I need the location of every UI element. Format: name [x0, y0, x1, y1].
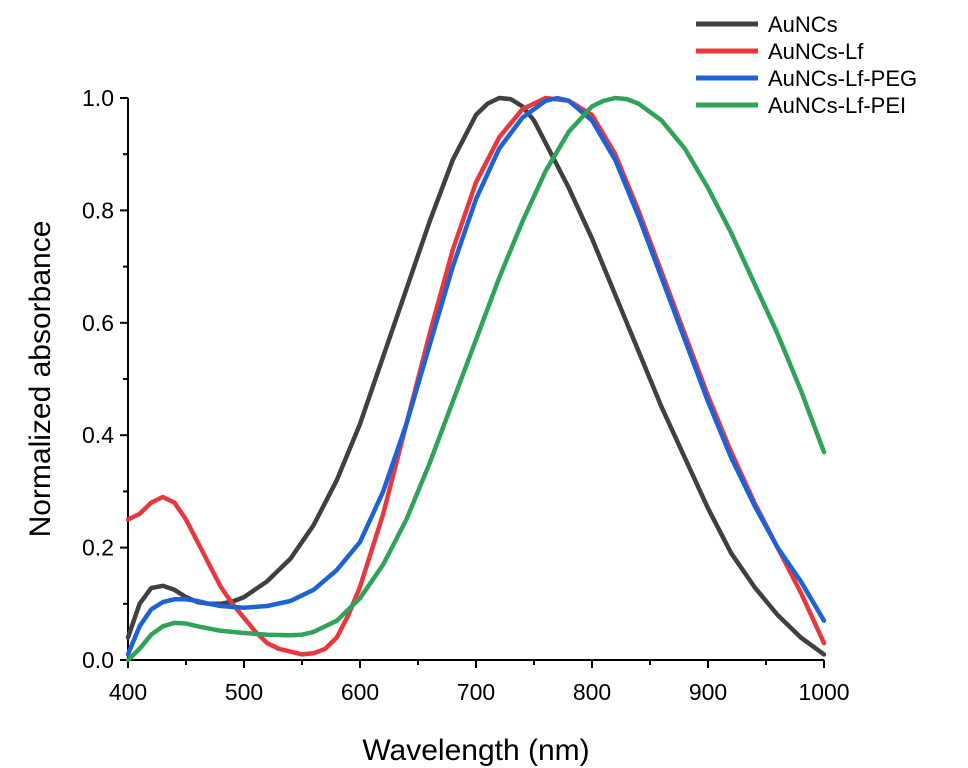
series-line-auncs-lf-peg — [125, 95, 827, 657]
y-axis: 0.0 0.2 0.4 0.6 0.8 1.0 — [82, 85, 128, 673]
legend-label: AuNCs-Lf — [768, 39, 864, 64]
y-axis-title: Normalized absorbance — [24, 221, 57, 538]
y-tick-label: 0.0 — [82, 647, 114, 673]
series-line-auncs-lf — [125, 95, 827, 657]
y-tick-label: 1.0 — [82, 85, 114, 111]
x-axis-title: Wavelength (nm) — [362, 734, 589, 767]
x-tick-label: 500 — [225, 679, 263, 705]
x-tick-label: 900 — [689, 679, 727, 705]
legend-item: AuNCs-Lf-PEG — [696, 66, 917, 91]
x-tick-label: 1000 — [798, 679, 849, 705]
legend-item: AuNCs-Lf-PEI — [696, 93, 906, 118]
x-tick-label: 400 — [109, 679, 147, 705]
y-tick-label: 0.4 — [82, 422, 114, 448]
x-axis: 400 500 600 700 800 900 1000 — [109, 660, 850, 705]
series-line-auncs-lf-pei — [125, 95, 827, 663]
legend-label: AuNCs-Lf-PEI — [768, 93, 906, 118]
x-tick-label: 800 — [573, 679, 611, 705]
x-tick-label: 700 — [457, 679, 495, 705]
series-layer — [125, 95, 827, 663]
x-tick-label: 600 — [341, 679, 379, 705]
y-tick-label: 0.6 — [82, 310, 114, 336]
legend-item: AuNCs-Lf — [696, 39, 864, 64]
legend-item: AuNCs — [696, 12, 838, 37]
legend-label: AuNCs-Lf-PEG — [768, 66, 917, 91]
legend-label: AuNCs — [768, 12, 838, 37]
y-tick-label: 0.8 — [82, 197, 114, 223]
y-tick-label: 0.2 — [82, 535, 114, 561]
